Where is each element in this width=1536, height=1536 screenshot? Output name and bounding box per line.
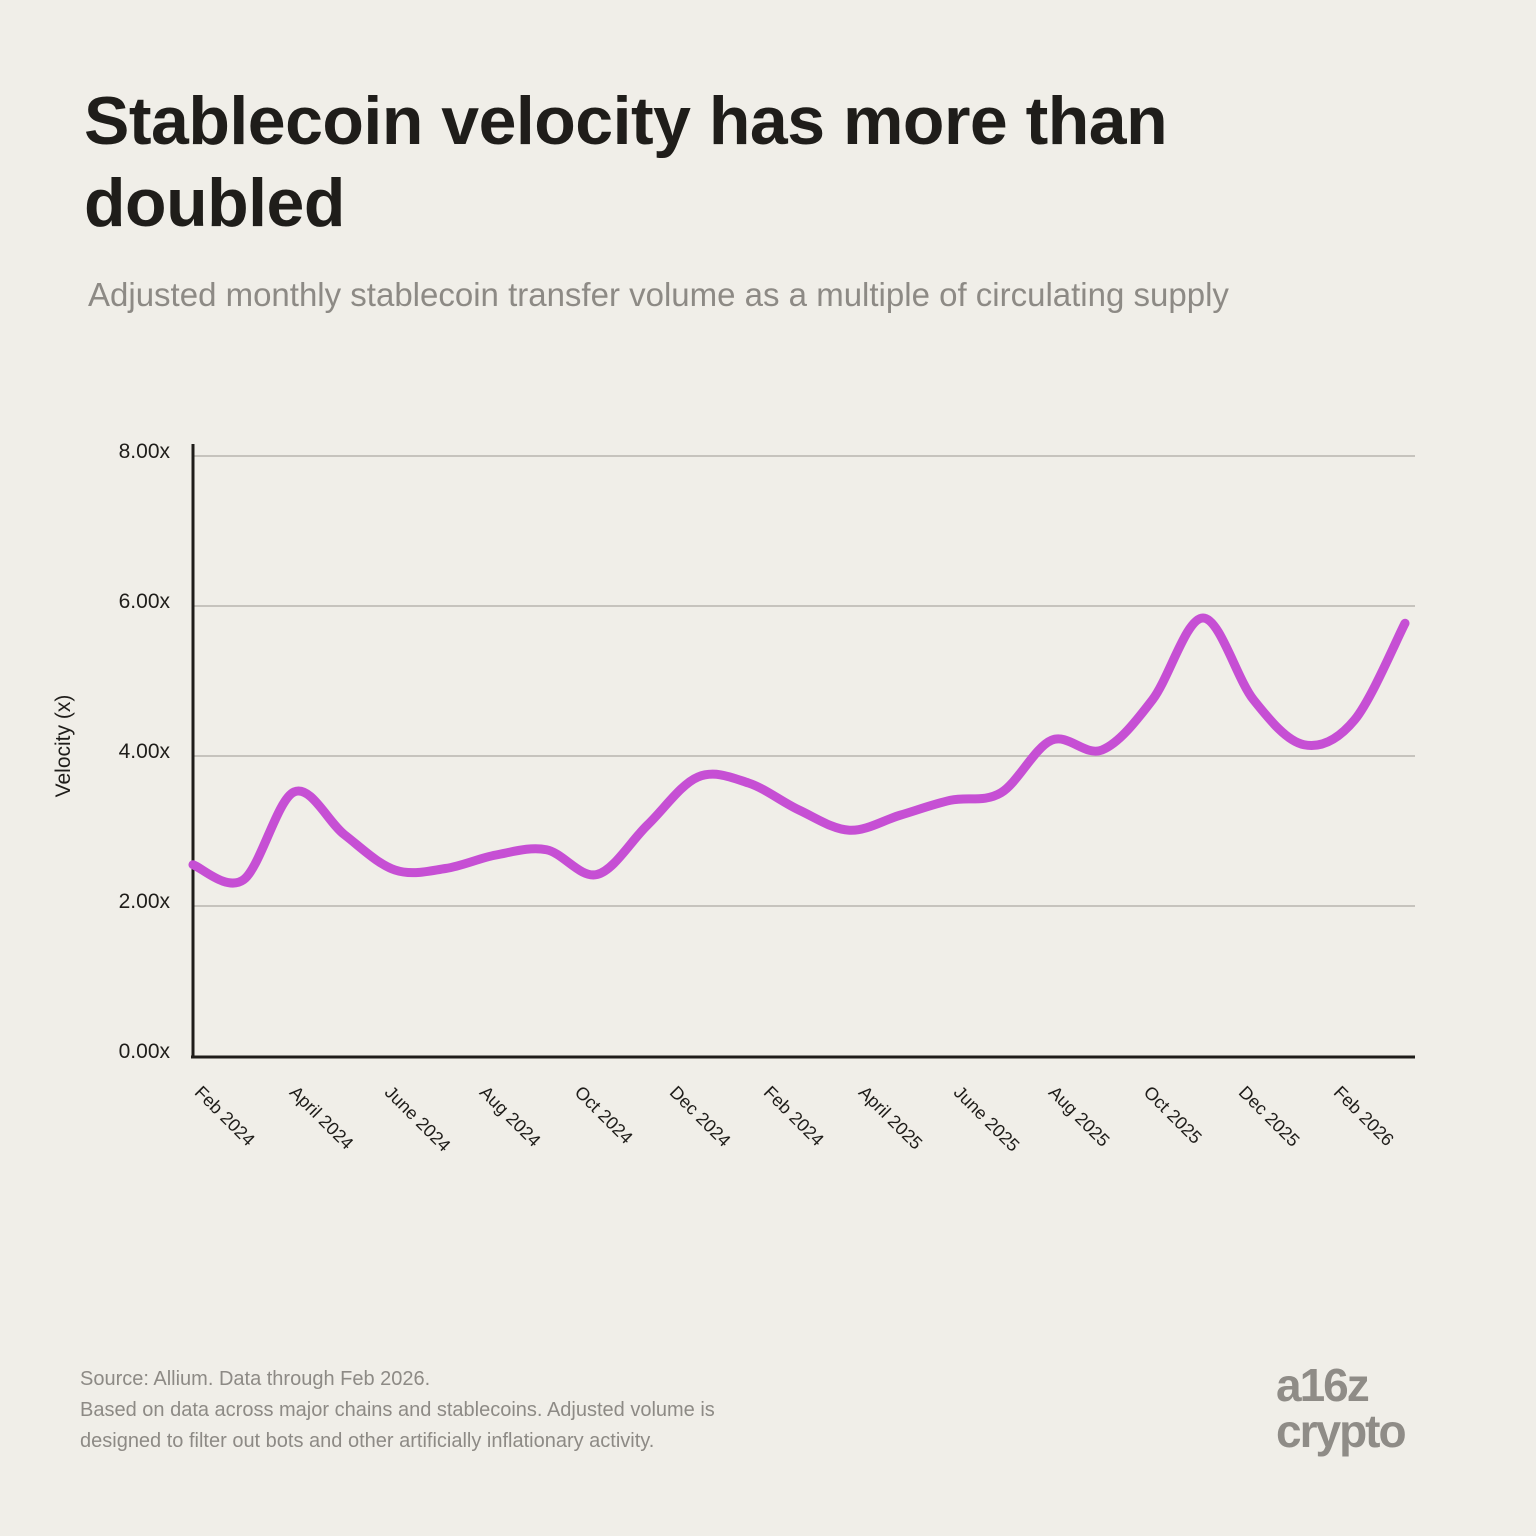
y-tick-label: 0.00x — [118, 1040, 170, 1063]
gridlines — [193, 455, 1415, 907]
y-axis-label: Velocity (x) — [52, 694, 75, 798]
chart-subtitle: Adjusted monthly stablecoin transfer vol… — [88, 276, 1229, 313]
methodology-note-1: Based on data across major chains and st… — [80, 1399, 715, 1421]
velocity-series-line — [188, 613, 1410, 888]
chart-title: Stablecoin velocity has more than double… — [84, 83, 1168, 241]
logo-line-2: crypto — [1276, 1405, 1407, 1457]
y-tick-label: 4.00x — [118, 740, 170, 763]
y-tick-label: 6.00x — [118, 590, 170, 613]
logo-line-1: a16z — [1276, 1359, 1370, 1411]
methodology-note-2: designed to filter out bots and other ar… — [80, 1430, 655, 1452]
y-tick-label: 2.00x — [118, 890, 170, 913]
source-note: Source: Allium. Data through Feb 2026. — [80, 1368, 431, 1390]
footer: Source: Allium. Data through Feb 2026. B… — [80, 1364, 715, 1457]
a16z-crypto-logo: a16z crypto — [1276, 1359, 1407, 1457]
y-tick-label: 8.00x — [118, 440, 170, 463]
